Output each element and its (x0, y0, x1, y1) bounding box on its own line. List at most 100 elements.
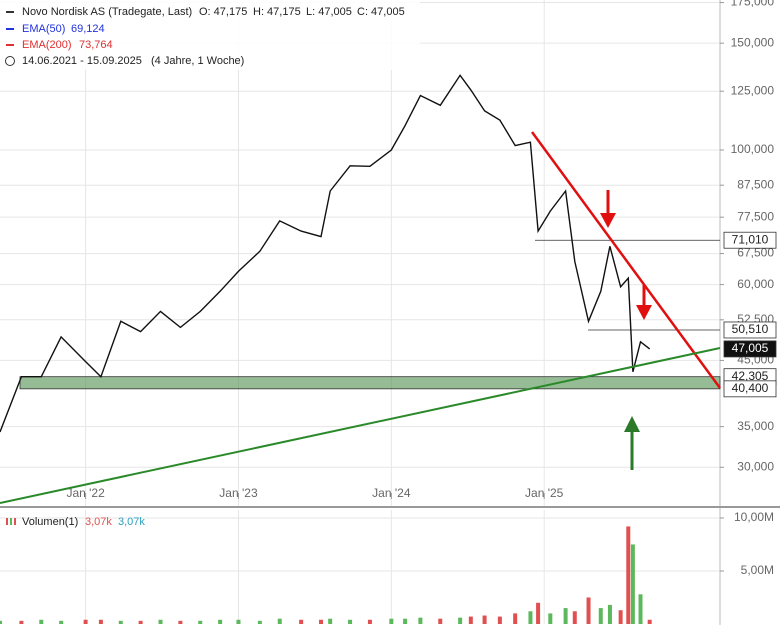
y-tick-label: 10,00M (734, 510, 774, 524)
volume-bar (403, 618, 408, 624)
x-tick-label: Jan '22 (66, 486, 105, 500)
y-tick-label: 35,000 (737, 419, 774, 433)
volume-bar (83, 619, 88, 624)
date-range: 14.06.2021 - 15.09.2025 (22, 55, 142, 67)
volume-bar (536, 602, 541, 624)
y-tick-label: 5,00M (741, 563, 774, 577)
ema50-name: EMA(50) (22, 23, 65, 35)
ema200-name: EMA(200) (22, 39, 72, 51)
legend-bg (0, 0, 420, 70)
volume-bar (277, 618, 282, 624)
volume-bar (586, 597, 591, 624)
x-tick-label: Jan '23 (219, 486, 258, 500)
volume-bar (319, 619, 324, 624)
x-tick-label: Jan '25 (525, 486, 564, 500)
level-label-box (723, 231, 777, 249)
volume-bar (458, 617, 463, 624)
high: H: 47,175 (253, 6, 301, 18)
level-label-box (723, 340, 777, 358)
y-tick-label: 87,500 (737, 177, 774, 191)
volume-bar (19, 620, 24, 624)
volume-bar (418, 617, 423, 624)
low: L: 47,005 (306, 6, 352, 18)
support-zone (19, 376, 721, 390)
volume-bar (218, 619, 223, 624)
legend-marker (6, 518, 8, 525)
level-label: 40,400 (732, 381, 769, 395)
volume-bar (630, 544, 635, 624)
volume-bar (236, 619, 241, 624)
arrow-down (636, 285, 652, 320)
legend-marker (6, 44, 14, 46)
volume-bar (39, 619, 44, 624)
volume-bar (257, 620, 262, 624)
volume-bar (482, 615, 487, 624)
volume-bar (198, 620, 203, 624)
volume-bar (98, 619, 103, 624)
level-label: 71,010 (732, 232, 769, 246)
volume-bar (158, 619, 163, 624)
downtrend-line (530, 131, 722, 389)
legend-marker (6, 28, 14, 30)
volume-avg: 3,07k (118, 516, 145, 528)
series-line (0, 74, 651, 433)
close: C: 47,005 (357, 6, 405, 18)
y-tick-label: 125,000 (731, 83, 775, 97)
volume-bar (468, 616, 473, 624)
y-tick-label: 100,000 (731, 142, 775, 156)
volume-bar (528, 611, 533, 624)
volume-bar (59, 620, 64, 624)
legend-marker (10, 518, 12, 525)
ema50-value: 69,124 (71, 23, 105, 35)
level-label-box (723, 380, 777, 398)
level-label: 42,305 (732, 369, 769, 383)
level-label: 47,005 (732, 341, 769, 355)
legend-marker (14, 518, 16, 525)
volume-bar (299, 619, 304, 624)
open: O: 47,175 (199, 6, 247, 18)
arrow-down (600, 190, 616, 228)
volume-bar (513, 613, 518, 624)
legend-marker (6, 11, 14, 13)
volume-bar (618, 610, 623, 624)
x-tick-label: Jan '24 (372, 486, 411, 500)
grid (0, 0, 720, 624)
volume-bar (367, 619, 372, 624)
legend: Novo Nordisk AS (Tradegate, Last) O: 47,… (0, 0, 420, 528)
clock-icon (5, 56, 15, 66)
volume-bar (572, 611, 577, 624)
ema200-value: 73,764 (79, 39, 113, 51)
volume-bar (328, 618, 333, 624)
level-label-box (723, 321, 777, 339)
volume-bar (607, 604, 612, 624)
volume-bar (497, 616, 502, 624)
y-tick-label: 30,000 (737, 459, 774, 473)
volume-bar (638, 594, 643, 624)
level-label: 50,510 (732, 322, 769, 336)
date-span: (4 Jahre, 1 Woche) (151, 55, 244, 67)
arrow-up (624, 416, 640, 470)
uptrend-line (0, 347, 721, 504)
volume-bar (178, 620, 183, 624)
y-tick-label: 60,000 (737, 277, 774, 291)
volume-bar (348, 619, 353, 624)
y-tick-label: 77,500 (737, 209, 774, 223)
volume-bar (0, 620, 2, 624)
volume-bar (438, 618, 443, 624)
title: Novo Nordisk AS (Tradegate, Last) (22, 6, 192, 18)
volume-bar (598, 608, 603, 624)
y-tick-label: 150,000 (731, 35, 775, 49)
volume-value: 3,07k (85, 516, 112, 528)
volume-bar (626, 526, 631, 624)
volume-bar (389, 618, 394, 624)
volume-bar (548, 613, 553, 624)
volume-bar (138, 620, 143, 624)
volume-bar (118, 620, 123, 624)
y-tick-label: 67,500 (737, 246, 774, 260)
volume-name: Volumen(1) (22, 516, 78, 528)
y-tick-label: 175,000 (731, 0, 775, 9)
volume-bar (647, 619, 652, 624)
volume-bar (563, 608, 568, 624)
